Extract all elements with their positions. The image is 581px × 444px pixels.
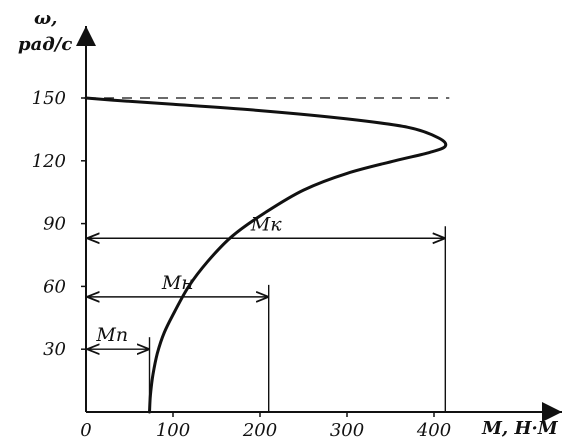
x-axis-title: M, Н·М xyxy=(481,418,559,439)
mn-rated-torque: Mн xyxy=(87,272,270,412)
y-tick-label: 30 xyxy=(43,339,66,360)
annotation-label: Mк xyxy=(250,213,282,235)
mp-starting-torque: Mп xyxy=(87,324,151,412)
annotation-label: Mн xyxy=(161,272,194,294)
x-tick-label: 100 xyxy=(156,420,190,441)
torque-annotations: Mк Mн Mп xyxy=(87,213,447,412)
x-tick-label: 200 xyxy=(242,420,277,441)
mk-breakdown-torque: Mк xyxy=(87,213,447,412)
y-tick-label: 150 xyxy=(32,88,66,109)
y-axis-unit: рад/с xyxy=(18,34,72,55)
y-tick-label: 60 xyxy=(43,276,66,297)
axes xyxy=(76,26,562,422)
x-tick-label: 400 xyxy=(416,420,451,441)
y-axis-symbol: ω, xyxy=(34,8,57,29)
x-tick-label: 300 xyxy=(330,420,364,441)
x-tick-labels: 0 100 200 300 400 xyxy=(80,412,451,441)
y-axis-title: ω, рад/с xyxy=(18,8,72,55)
y-tick-label: 120 xyxy=(32,151,66,172)
y-tick-labels: 30 60 90 120 150 xyxy=(32,88,86,360)
annotation-label: Mп xyxy=(95,324,128,346)
y-tick-label: 90 xyxy=(43,214,66,235)
x-tick-label: 0 xyxy=(80,420,91,441)
mechanical-characteristic-curve xyxy=(84,96,448,414)
